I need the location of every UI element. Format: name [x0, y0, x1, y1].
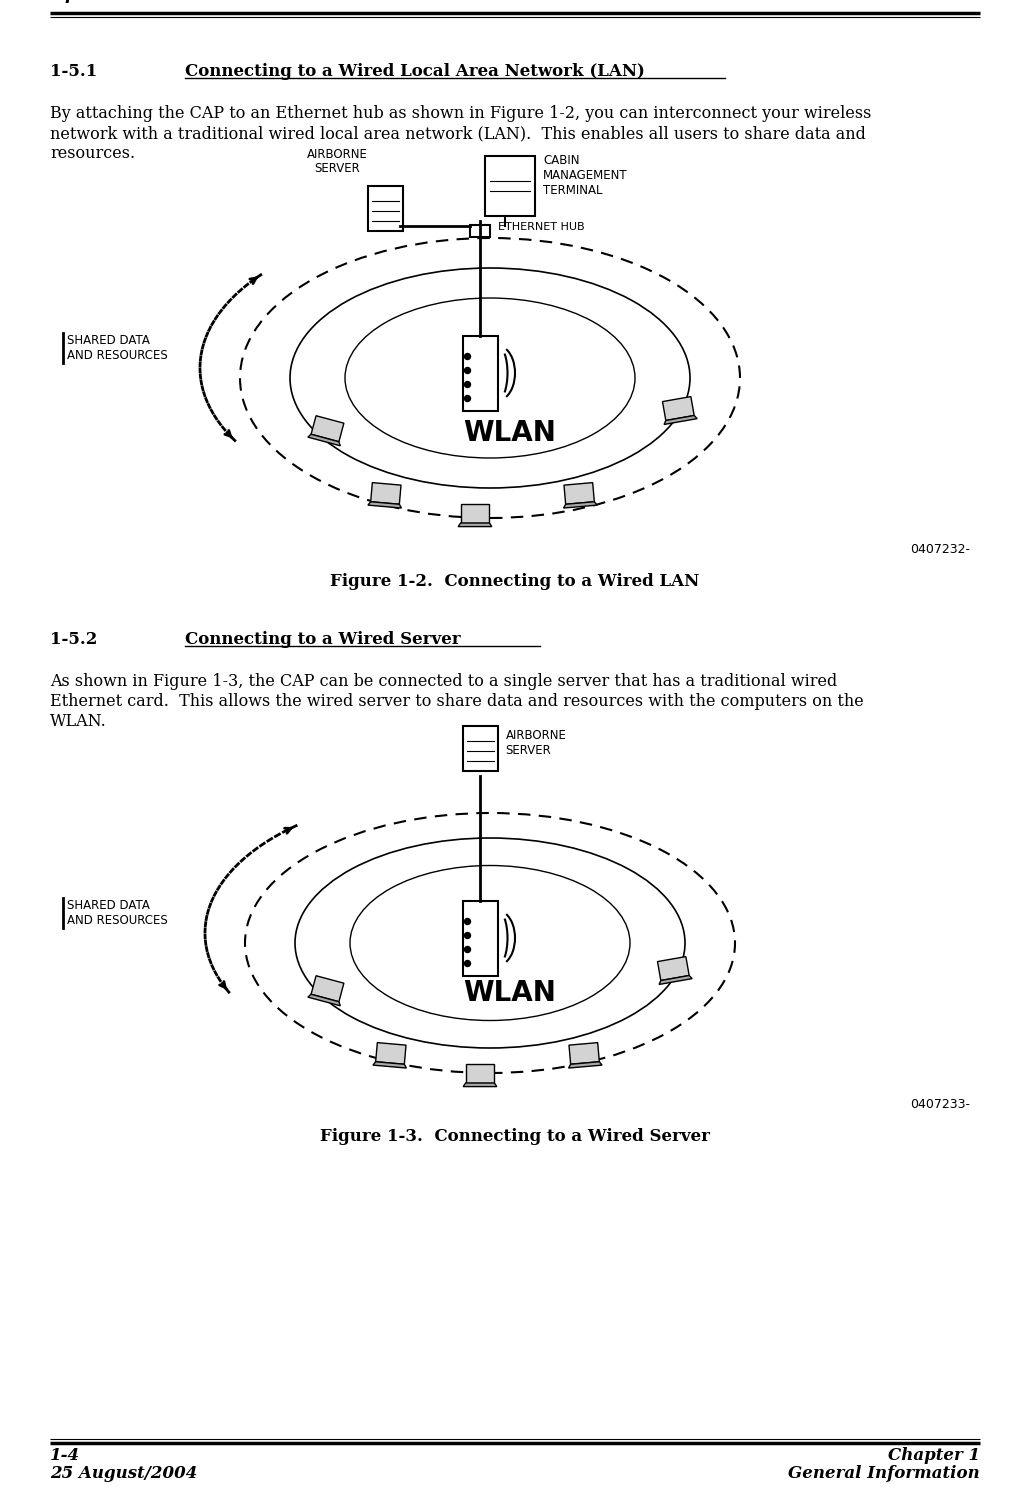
Text: WLAN.: WLAN. [50, 714, 106, 730]
Text: Connecting to a Wired Local Area Network (LAN): Connecting to a Wired Local Area Network… [185, 63, 645, 81]
Text: By attaching the CAP to an Ethernet hub as shown in Figure 1-2, you can intercon: By attaching the CAP to an Ethernet hub … [50, 105, 871, 122]
Text: ETHERNET HUB: ETHERNET HUB [498, 222, 585, 233]
Circle shape [465, 918, 470, 924]
Circle shape [465, 933, 470, 939]
Polygon shape [659, 975, 692, 984]
Text: Ethernet card.  This allows the wired server to share data and resources with th: Ethernet card. This allows the wired ser… [50, 693, 864, 711]
Polygon shape [458, 523, 491, 527]
Text: SHARED DATA
AND RESOURCES: SHARED DATA AND RESOURCES [67, 334, 168, 361]
Polygon shape [311, 976, 343, 1002]
Polygon shape [665, 415, 697, 424]
Bar [485, 155, 535, 215]
Text: AIRBORNE
SERVER: AIRBORNE SERVER [505, 729, 566, 757]
Polygon shape [657, 957, 689, 981]
Polygon shape [564, 482, 595, 505]
Text: 25 August/2004: 25 August/2004 [50, 1465, 198, 1483]
Bar [463, 336, 497, 411]
Polygon shape [563, 502, 597, 508]
Text: 1-5.2: 1-5.2 [50, 632, 97, 648]
Polygon shape [376, 1042, 406, 1065]
Text: Figure 1-3.  Connecting to a Wired Server: Figure 1-3. Connecting to a Wired Server [320, 1129, 710, 1145]
Text: M365-491: M365-491 [880, 0, 980, 3]
Polygon shape [308, 434, 340, 446]
Text: 1-5.1: 1-5.1 [50, 63, 97, 81]
Text: SHARED DATA
AND RESOURCES: SHARED DATA AND RESOURCES [67, 899, 168, 927]
Polygon shape [463, 1082, 496, 1087]
Circle shape [465, 354, 470, 360]
Polygon shape [308, 994, 340, 1006]
Polygon shape [373, 1062, 406, 1067]
Text: resources.: resources. [50, 145, 135, 163]
Text: As shown in Figure 1-3, the CAP can be connected to a single server that has a t: As shown in Figure 1-3, the CAP can be c… [50, 673, 838, 690]
Polygon shape [466, 1065, 494, 1082]
Polygon shape [569, 1042, 600, 1065]
Text: CABIN
MANAGEMENT
TERMINAL: CABIN MANAGEMENT TERMINAL [543, 154, 628, 197]
Text: WLAN: WLAN [464, 420, 556, 446]
Polygon shape [311, 415, 343, 442]
Polygon shape [663, 397, 694, 421]
Circle shape [465, 382, 470, 388]
Bar [470, 224, 490, 236]
Text: WLAN: WLAN [464, 979, 556, 1006]
Text: 0407232-: 0407232- [910, 543, 970, 555]
Text: Chapter 1: Chapter 1 [887, 1447, 980, 1465]
Text: General Information: General Information [788, 1465, 980, 1483]
Circle shape [465, 396, 470, 402]
Text: AIRBORNE
SERVER: AIRBORNE SERVER [307, 148, 368, 176]
Polygon shape [461, 503, 489, 523]
Text: 1-4: 1-4 [50, 1447, 80, 1465]
Text: Operator’s Manual: Operator’s Manual [50, 0, 233, 3]
Bar [368, 185, 402, 230]
Polygon shape [371, 482, 401, 505]
Text: 0407233-: 0407233- [910, 1097, 970, 1111]
Circle shape [465, 367, 470, 373]
Polygon shape [568, 1062, 602, 1067]
Text: Connecting to a Wired Server: Connecting to a Wired Server [185, 632, 461, 648]
Circle shape [465, 960, 470, 966]
Polygon shape [368, 502, 401, 508]
Bar [463, 726, 497, 770]
Text: Figure 1-2.  Connecting to a Wired LAN: Figure 1-2. Connecting to a Wired LAN [330, 573, 700, 590]
Bar [463, 900, 497, 975]
Circle shape [465, 947, 470, 953]
Text: network with a traditional wired local area network (LAN).  This enables all use: network with a traditional wired local a… [50, 125, 866, 142]
